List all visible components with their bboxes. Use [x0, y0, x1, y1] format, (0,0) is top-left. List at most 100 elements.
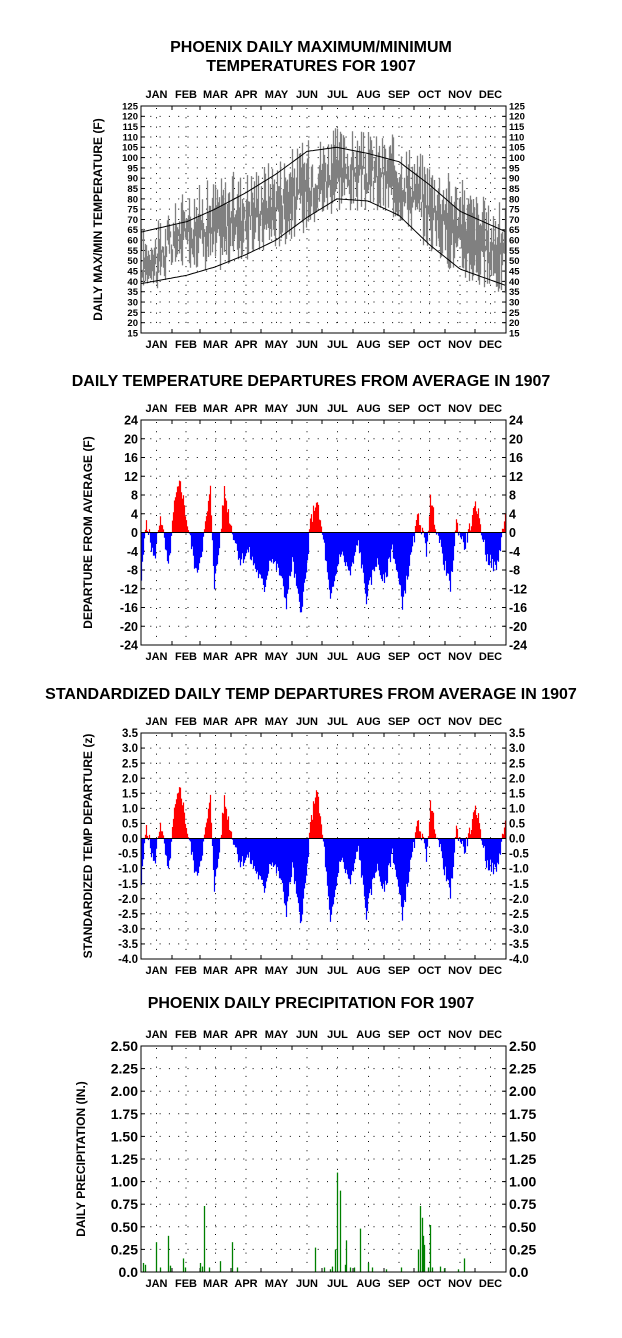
chart1-month-label-bottom: JUN: [296, 339, 318, 351]
chart2-ytick-label-right: -16: [509, 601, 527, 615]
chart1-ytick-label-right: 95: [509, 163, 520, 174]
chart1-ytick-label-right: 25: [509, 308, 520, 319]
chart2-month-label-top: OCT: [418, 403, 442, 415]
chart2-month-label-top: FEB: [175, 403, 197, 415]
chart2-title: DAILY TEMPERATURE DEPARTURES FROM AVERAG…: [71, 373, 551, 390]
chart1-month-label-top: MAY: [265, 89, 289, 101]
chart4-month-label-bottom: DEC: [479, 1278, 502, 1290]
chart4-ytick-label-left: 1.75: [111, 1106, 138, 1122]
chart3-month-label-bottom: JAN: [145, 965, 167, 977]
chart2-ytick-label-left: 24: [124, 414, 138, 428]
chart3-ytick-label-left: 2.5: [122, 758, 139, 770]
chart2-ytick-label-left: 4: [131, 507, 138, 521]
chart2-month-label-bottom: MAY: [265, 651, 289, 663]
chart3-month-label-top: APR: [234, 716, 257, 728]
chart3-ytick-label-left: 2.0: [122, 773, 138, 785]
chart3-month-label-bottom: MAR: [203, 965, 228, 977]
chart3-ytick-label-right: 0.5: [509, 819, 526, 831]
chart1-month-label-top: DEC: [479, 89, 502, 101]
chart3-ytick-label-left: -1.5: [118, 879, 138, 891]
chart2-month-label-bottom: APR: [234, 651, 257, 663]
chart3-month-label-top: JUN: [296, 716, 318, 728]
chart3-month-label-top: MAY: [265, 716, 289, 728]
chart1-month-label-bottom: SEP: [388, 339, 410, 351]
chart2-month-label-top: JAN: [145, 403, 167, 415]
chart4-ytick-label-right: 2.00: [509, 1083, 536, 1099]
chart4-month-label-bottom: MAY: [265, 1278, 289, 1290]
chart2-month-label-bottom: JAN: [145, 651, 167, 663]
chart4-month-label-top: APR: [234, 1029, 257, 1041]
chart2-month-label-bottom: OCT: [418, 651, 442, 663]
chart1-month-label-top: MAR: [203, 89, 228, 101]
chart2-ytick-label-left: 0: [131, 526, 138, 540]
chart1-ytick-label-right: 90: [509, 174, 520, 185]
chart1-ytick-label-right: 35: [509, 287, 520, 298]
chart3-month-label-top: AUG: [356, 716, 380, 728]
chart1-ytick-label-left: 60: [127, 236, 138, 247]
chart1-ytick-label-left: 65: [127, 225, 138, 236]
chart1-ytick-label-right: 45: [509, 267, 520, 278]
chart4-month-label-top: OCT: [418, 1029, 442, 1041]
chart3-plot-border: [140, 732, 507, 960]
chart2-month-label-top: JUN: [296, 403, 318, 415]
chart1-ytick-label-left: 35: [127, 287, 138, 298]
chart4-month-label-top: FEB: [175, 1029, 197, 1041]
chart4-ytick-label-left: 0.0: [119, 1264, 139, 1280]
chart3-ytick-label-left: 3.0: [122, 743, 138, 755]
chart1-ytick-label-right: 70: [509, 215, 520, 226]
chart2-month-label-top: SEP: [388, 403, 410, 415]
chart2-month-label-bottom: JUL: [327, 651, 348, 663]
chart1-month-label-top: JAN: [145, 89, 167, 101]
chart3-title: STANDARDIZED DAILY TEMP DEPARTURES FROM …: [45, 686, 577, 703]
chart4-month-label-bottom: JAN: [145, 1278, 167, 1290]
chart3-ytick-label-left: 0.0: [122, 834, 138, 846]
chart4-month-label-top: SEP: [388, 1029, 410, 1041]
chart3-month-label-bottom: NOV: [448, 965, 473, 977]
chart1-month-label-bottom: JAN: [145, 339, 167, 351]
chart3-month-label-top: NOV: [448, 716, 473, 728]
chart2-month-label-top: APR: [234, 403, 257, 415]
chart4-ytick-label-left: 2.25: [111, 1061, 138, 1077]
chart1-ytick-label-left: 100: [122, 153, 138, 164]
chart1-ytick-label-left: 120: [122, 112, 138, 123]
chart1-month-label-top: FEB: [175, 89, 197, 101]
chart3-ytick-label-left: -0.5: [118, 849, 138, 861]
chart1-ytick-label-right: 80: [509, 194, 520, 205]
chart4-month-label-top: JUL: [327, 1029, 348, 1041]
chart1-ytick-label-right: 55: [509, 246, 520, 257]
chart4-ytick-label-left: 1.50: [111, 1128, 138, 1144]
chart1-ytick-label-left: 25: [127, 308, 138, 319]
chart3-ytick-label-right: -0.5: [509, 849, 529, 861]
chart3-month-label-top: FEB: [175, 716, 197, 728]
chart3-ytick-label-left: 1.5: [122, 788, 139, 800]
chart1-month-label-bottom: OCT: [418, 339, 442, 351]
chart4-ytick-label-right: 0.75: [509, 1196, 536, 1212]
chart1-ytick-label-right: 15: [509, 328, 520, 339]
chart1-month-label-bottom: NOV: [448, 339, 473, 351]
chart1-ytick-label-right: 105: [509, 143, 526, 154]
chart3-negative-departure-bars: [140, 838, 503, 924]
chart1-ytick-label-left: 75: [127, 205, 138, 216]
chart4-month-label-bottom: JUN: [296, 1278, 318, 1290]
chart1-ytick-label-right: 75: [509, 205, 520, 216]
chart4-month-label-top: MAY: [265, 1029, 289, 1041]
chart1-normal-max-line: [140, 146, 506, 233]
chart1-ytick-label-left: 70: [127, 215, 138, 226]
chart1-title-line1: PHOENIX DAILY MAXIMUM/MINIMUM: [170, 39, 452, 56]
chart3-ytick-label-right: 3.5: [509, 728, 526, 740]
chart2-ytick-label-right: 0: [509, 526, 516, 540]
chart3-ytick-label-right: 2.0: [509, 773, 525, 785]
chart4-ytick-label-right: 0.50: [509, 1219, 536, 1235]
chart3-ytick-label-left: -3.5: [118, 939, 138, 951]
chart1-ytick-label-right: 100: [509, 153, 525, 164]
chart2-ytick-label-right: -24: [509, 639, 527, 653]
chart1-plot-border: [140, 105, 507, 334]
chart2-month-label-top: AUG: [356, 403, 380, 415]
chart1-month-label-bottom: JUL: [327, 339, 348, 351]
chart3-month-label-bottom: AUG: [356, 965, 380, 977]
chart2-ytick-label-right: 4: [509, 507, 516, 521]
chart4-month-label-top: MAR: [203, 1029, 228, 1041]
chart2-ytick-label-left: 12: [124, 470, 138, 484]
chart4-ytick-label-left: 2.50: [111, 1038, 138, 1054]
chart3-ytick-label-right: -2.5: [509, 909, 529, 921]
